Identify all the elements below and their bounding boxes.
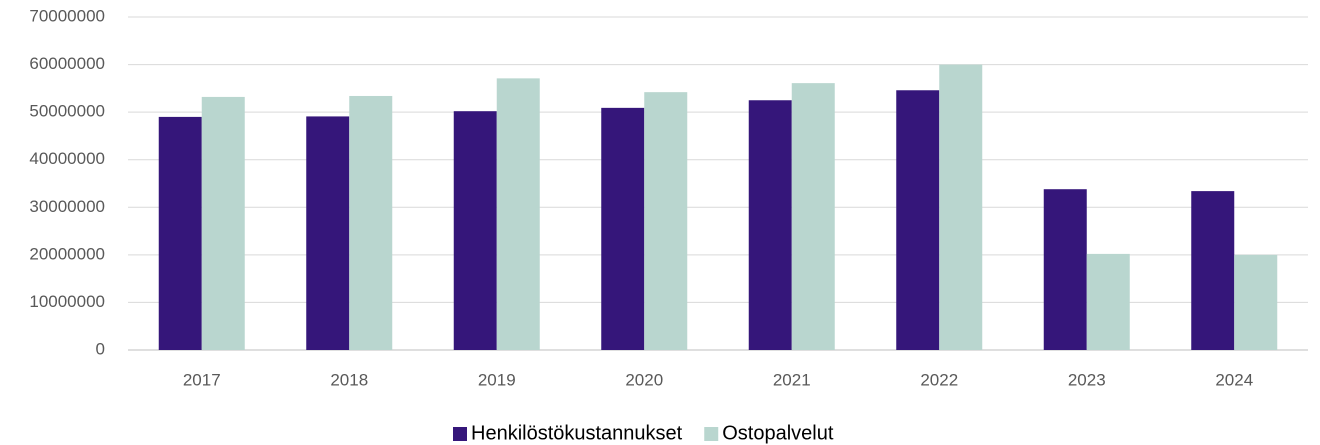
- bar: [1086, 253, 1130, 350]
- y-tick-label: 30000000: [29, 197, 105, 216]
- bar: [158, 116, 202, 351]
- bar: [748, 100, 792, 350]
- x-tick-label: 2017: [183, 370, 221, 389]
- y-tick-label: 60000000: [29, 54, 105, 73]
- x-tick-label: 2019: [478, 370, 516, 389]
- y-tick-label: 70000000: [29, 6, 105, 25]
- x-tick-label: 2023: [1068, 370, 1106, 389]
- bar: [791, 83, 835, 351]
- bar: [349, 95, 393, 351]
- bar: [1191, 191, 1235, 350]
- legend-swatch: [453, 427, 467, 441]
- y-tick-label: 40000000: [29, 149, 105, 168]
- x-tick-label: 2018: [330, 370, 368, 389]
- bar: [201, 96, 245, 350]
- legend-label: Ostopalvelut: [722, 422, 834, 444]
- legend-swatch: [704, 427, 719, 441]
- bar: [1043, 189, 1087, 350]
- x-tick-label: 2020: [625, 370, 663, 389]
- bar: [601, 107, 645, 351]
- y-tick-label: 50000000: [29, 102, 105, 121]
- bar: [1234, 254, 1278, 350]
- x-tick-label: 2022: [920, 370, 958, 389]
- y-tick-label: 10000000: [29, 292, 105, 311]
- y-tick-label: 20000000: [29, 244, 105, 263]
- x-tick-label: 2024: [1215, 370, 1253, 389]
- bar: [939, 64, 983, 351]
- bar: [644, 92, 688, 351]
- bar: [453, 111, 497, 350]
- y-tick-label: 0: [96, 339, 105, 358]
- bar: [306, 116, 350, 350]
- bar: [496, 78, 540, 351]
- bar: [896, 90, 940, 350]
- legend-label: Henkilöstökustannukset: [471, 422, 683, 444]
- x-tick-label: 2021: [773, 370, 811, 389]
